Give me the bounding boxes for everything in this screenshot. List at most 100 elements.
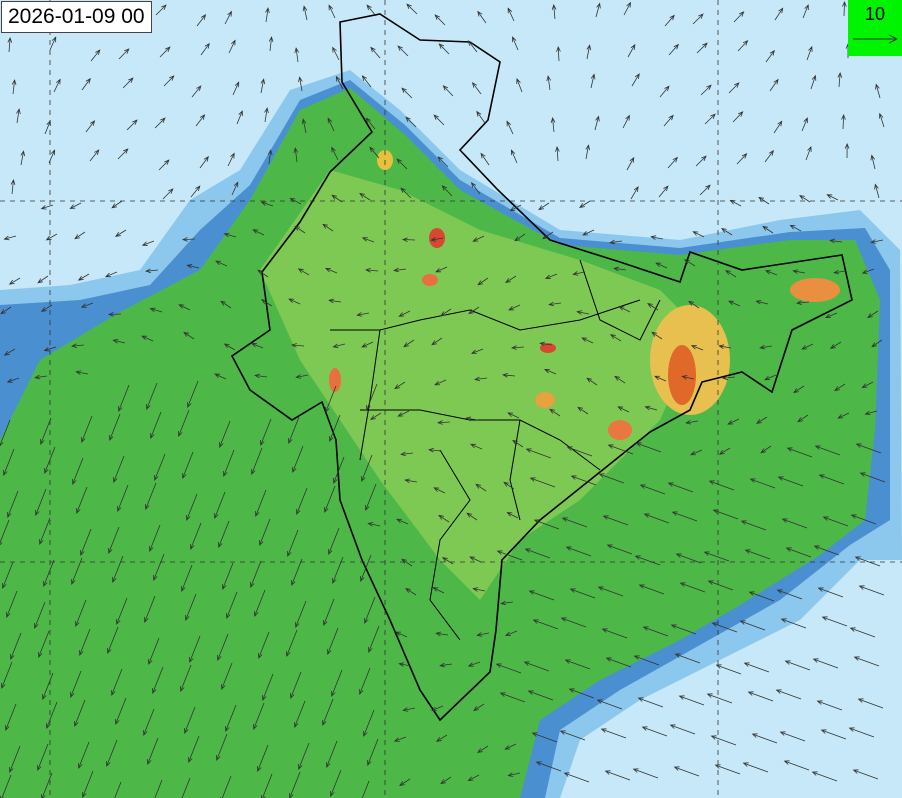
wind-arrow <box>806 45 813 61</box>
wind-arrow <box>260 418 272 446</box>
wind-arrow <box>849 627 876 638</box>
wind-arrow <box>844 142 850 159</box>
wind-arrow <box>471 81 482 95</box>
wind-arrow <box>430 705 444 712</box>
wind-arrow <box>143 708 155 736</box>
wind-arrow <box>477 277 489 286</box>
wind-arrow <box>115 697 127 725</box>
wind-arrow <box>225 704 237 732</box>
wind-arrow <box>114 781 122 798</box>
wind-arrow <box>706 693 733 704</box>
wind-arrow <box>604 770 631 781</box>
wind-arrow <box>829 341 842 349</box>
wind-arrow <box>150 411 162 439</box>
wind-arrow <box>824 312 838 319</box>
wind-arrow <box>6 590 18 618</box>
wind-arrow <box>507 7 515 22</box>
wind-arrow <box>251 447 263 475</box>
wind-arrow <box>438 514 450 523</box>
wind-arrow <box>784 660 811 671</box>
wind-arrow <box>711 622 738 633</box>
wind-arrow <box>231 181 239 196</box>
wind-arrow <box>525 448 552 459</box>
wind-arrow <box>113 455 125 483</box>
wind-arrow <box>549 408 561 417</box>
wind-arrow <box>8 277 21 285</box>
wind-arrow <box>401 87 413 99</box>
wind-arrow <box>470 182 481 195</box>
wind-arrow <box>727 418 740 425</box>
wind-arrow <box>144 595 156 623</box>
wind-arrow <box>867 310 879 319</box>
wind-arrow <box>857 698 884 709</box>
wind-arrow <box>291 343 305 348</box>
hotspot <box>535 392 555 408</box>
wind-arrow <box>325 385 337 413</box>
wind-arrow <box>472 587 486 592</box>
wind-arrow <box>594 115 600 131</box>
hotspot <box>422 274 438 286</box>
wind-arrow <box>632 768 659 779</box>
wind-arrow <box>3 235 17 241</box>
wind-arrow <box>546 75 551 91</box>
wind-arrow <box>106 739 118 767</box>
wind-arrow <box>398 662 412 667</box>
wind-arrow <box>361 780 370 798</box>
wind-arrow <box>3 448 15 476</box>
wind-arrow <box>655 262 668 269</box>
wind-arrow <box>89 149 100 162</box>
wind-arrow <box>359 667 371 695</box>
wind-arrow <box>118 48 130 60</box>
wind-arrow <box>196 14 207 27</box>
wind-arrow <box>439 662 453 668</box>
wind-arrow <box>556 45 561 62</box>
wind-arrow <box>826 194 839 201</box>
wind-arrow <box>327 117 335 132</box>
wind-arrow <box>75 599 87 627</box>
wind-arrow <box>369 412 382 420</box>
wind-arrow <box>606 544 633 555</box>
wind-arrow <box>162 188 174 200</box>
wind-arrow <box>829 238 843 244</box>
wind-arrow <box>236 110 243 125</box>
wind-arrow <box>848 727 875 738</box>
hotspot <box>790 278 840 302</box>
wind-arrow <box>531 732 558 743</box>
wind-arrow <box>696 42 708 54</box>
wind-arrow <box>369 146 380 159</box>
wind-arrow <box>322 223 334 232</box>
wind-arrow <box>503 481 515 490</box>
wind-arrow <box>570 475 597 486</box>
wind-arrow <box>811 771 838 782</box>
wind-arrow <box>214 491 226 519</box>
wind-arrow <box>668 43 680 56</box>
wind-arrow <box>581 337 594 344</box>
wind-arrow <box>403 339 415 348</box>
wind-arrow <box>158 159 170 171</box>
wind-arrow <box>405 116 417 128</box>
wind-arrow <box>760 445 772 454</box>
wind-arrow <box>16 108 21 124</box>
wind-arrow <box>755 416 768 424</box>
wind-arrow <box>736 153 748 165</box>
wind-arrow <box>112 555 124 583</box>
wind-arrow <box>217 633 229 661</box>
wind-arrow <box>267 149 273 165</box>
wind-arrow <box>441 185 453 197</box>
wind-arrow <box>472 235 485 242</box>
wind-arrow <box>289 197 302 205</box>
wind-arrow <box>834 383 846 392</box>
wind-arrow <box>438 43 450 55</box>
wind-arrow <box>842 0 847 17</box>
wind-arrow <box>298 742 310 770</box>
wind-arrow <box>638 584 665 595</box>
wind-arrow <box>667 156 678 169</box>
wind-arrow <box>514 233 526 242</box>
wind-arrow <box>356 312 370 317</box>
wind-arrow <box>257 744 269 772</box>
wind-arrow <box>366 383 378 411</box>
wind-arrow <box>542 231 554 240</box>
wind-arrow <box>814 445 841 456</box>
wind-arrow <box>786 447 813 458</box>
wind-arrow <box>548 301 562 307</box>
